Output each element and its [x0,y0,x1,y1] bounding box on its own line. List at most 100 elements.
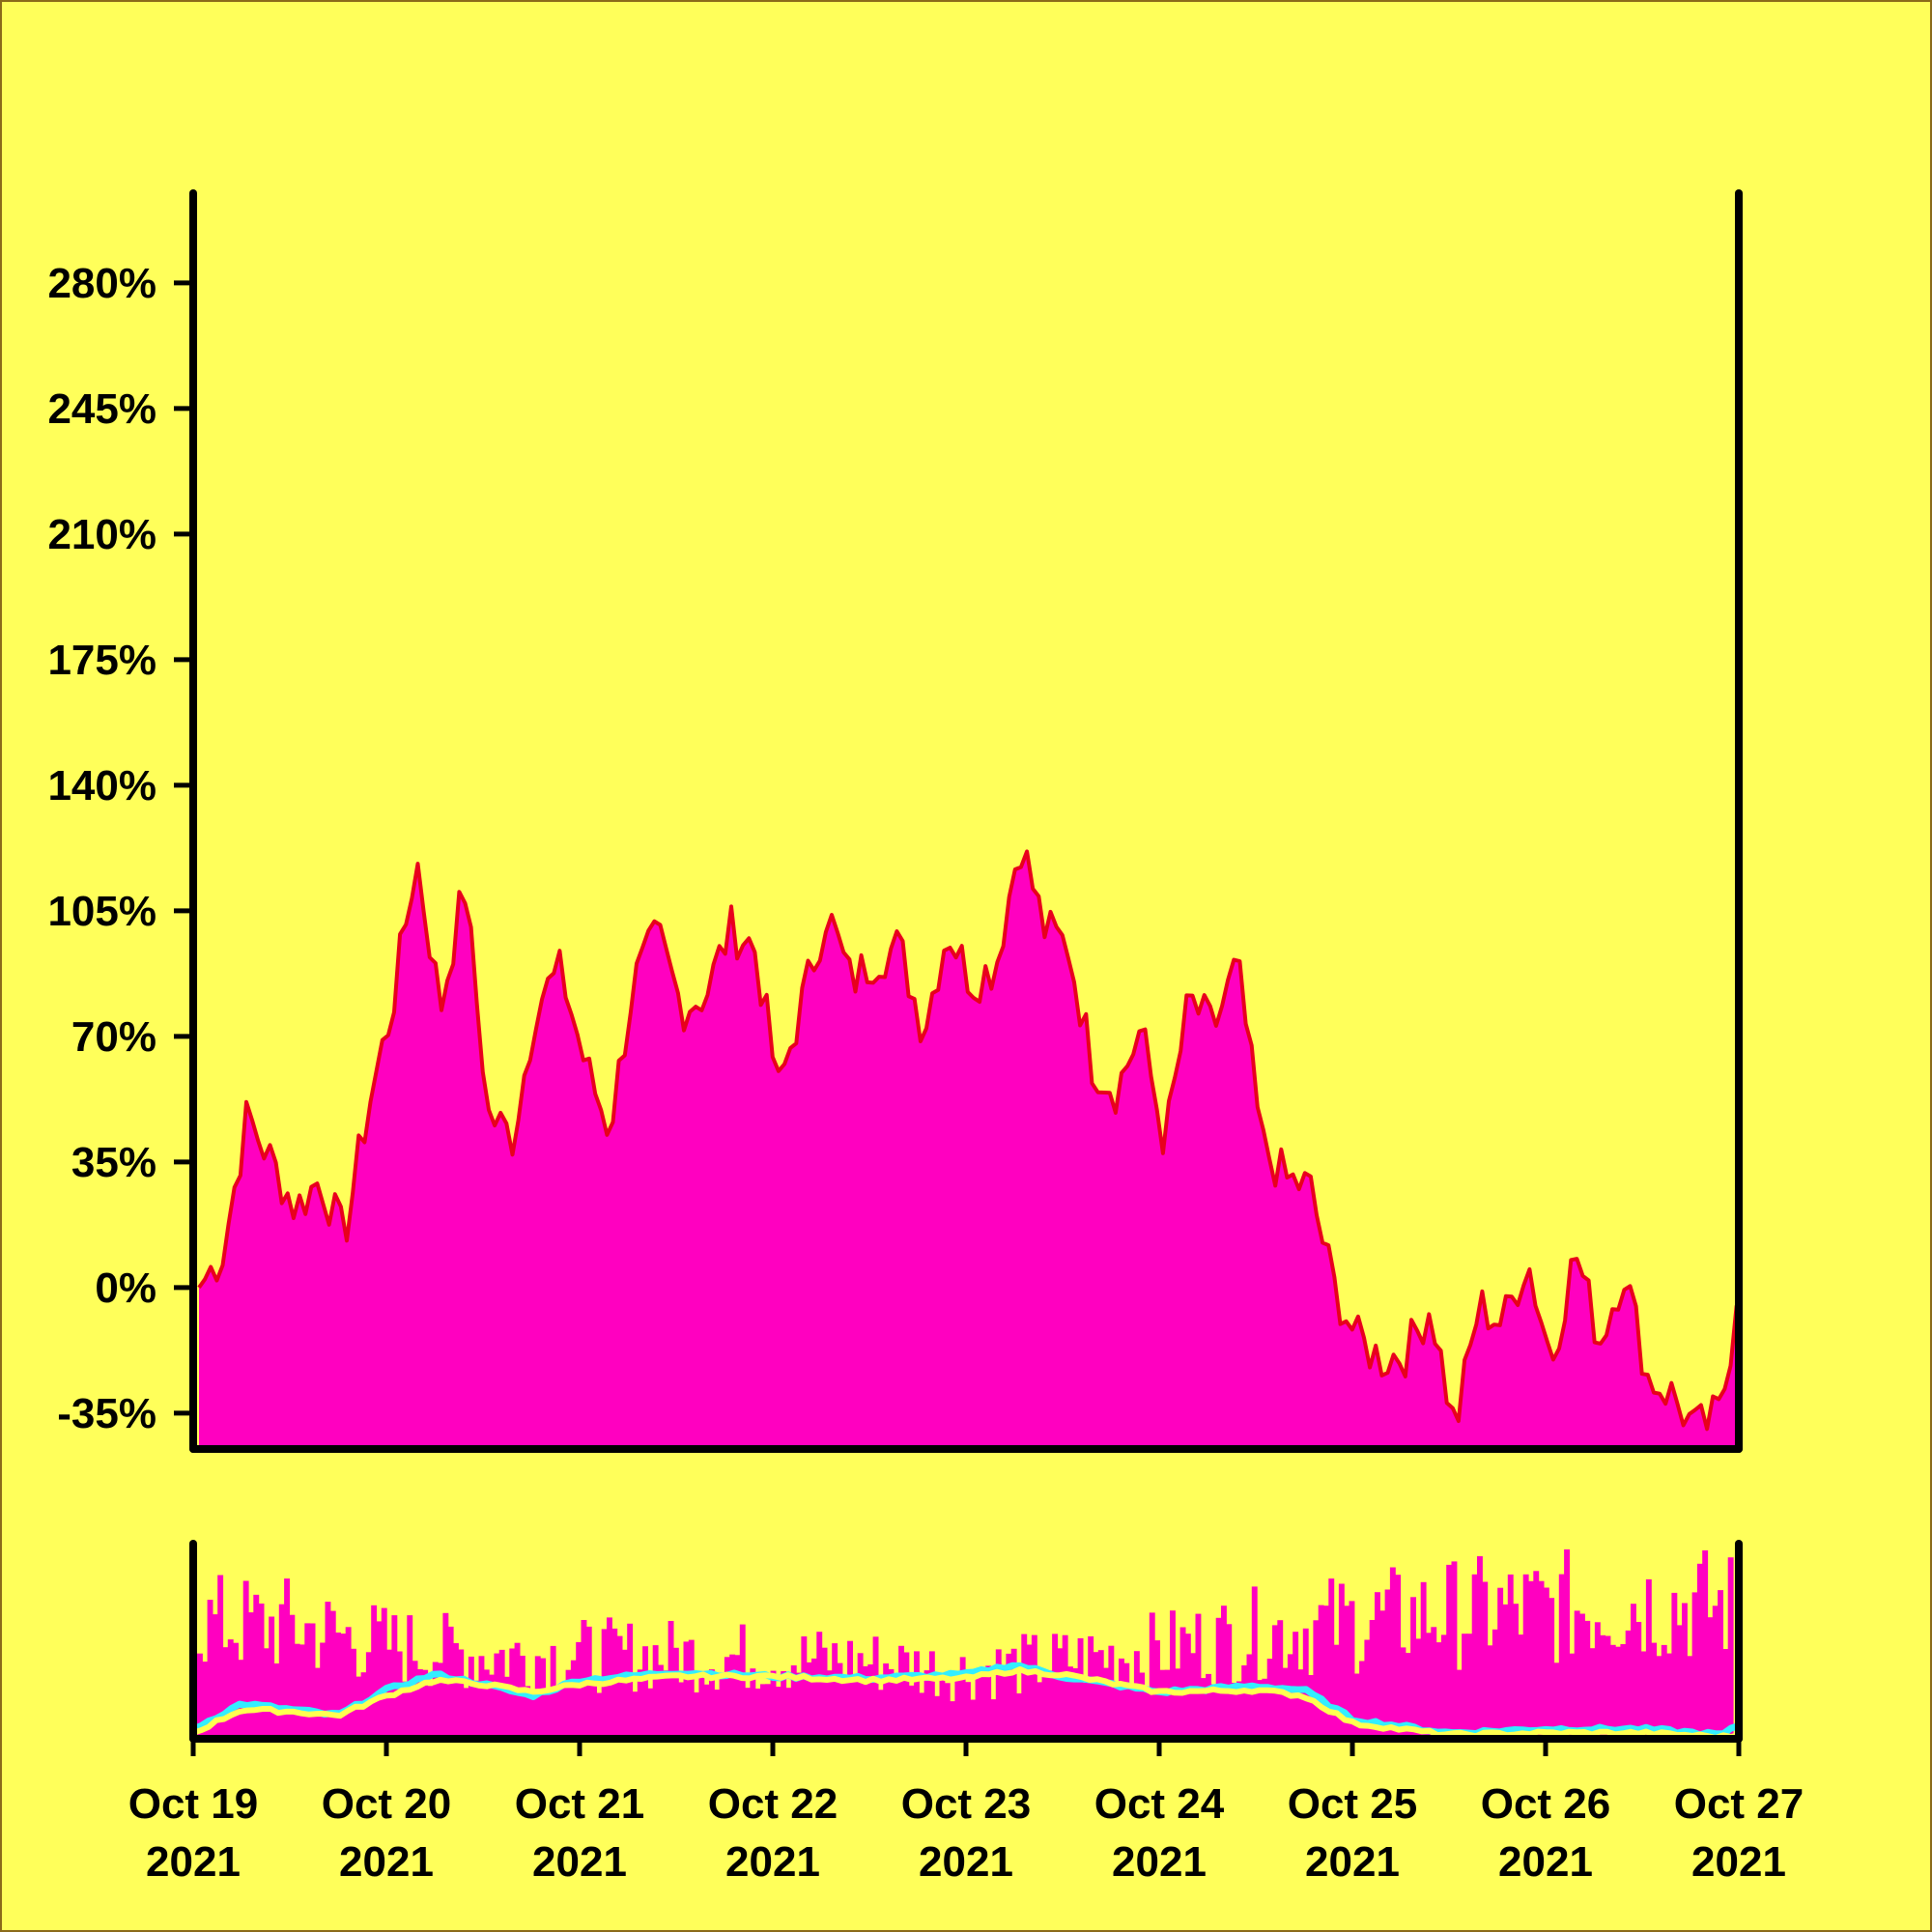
volume-bar [688,1639,695,1739]
volume-bar [745,1688,751,1739]
x-tick-label-date: Oct 24 [1094,1780,1225,1828]
volume-bar [1210,1684,1217,1739]
volume-bar [739,1624,746,1739]
volume-bar [402,1681,408,1739]
volume-bar [1718,1590,1723,1739]
volume-bar [1010,1648,1017,1739]
volume-bar [227,1639,234,1739]
volume-bar [555,1685,561,1739]
volume-bar [1600,1634,1606,1739]
volume-bar [212,1614,218,1739]
y-tick-label: 175% [47,637,156,684]
volume-bar [351,1648,356,1739]
volume-bar [944,1683,951,1739]
volume-bar [801,1636,808,1739]
x-tick-label-date: Oct 25 [1288,1780,1418,1828]
volume-bar [632,1691,639,1739]
price-area-fill [199,851,1737,1449]
x-tick-label-date: Oct 26 [1481,1780,1611,1828]
volume-bar [1257,1680,1263,1739]
volume-bar [1184,1634,1191,1739]
x-tick-label-date: Oct 27 [1674,1780,1804,1828]
x-tick-label-date: Oct 20 [322,1780,452,1828]
x-tick-label-year: 2021 [1305,1838,1400,1886]
volume-bar [1533,1571,1540,1739]
volume-bar [959,1657,966,1739]
volume-bar [1139,1672,1146,1739]
volume-bar [775,1687,781,1739]
volume-bar [826,1670,833,1739]
volume-bar [1353,1673,1360,1739]
x-tick-label-year: 2021 [1691,1838,1786,1886]
volume-bar [698,1675,705,1739]
x-tick-label-year: 2021 [146,1838,241,1886]
volume-bar [1313,1620,1320,1739]
volume-bar [1266,1659,1273,1739]
volume-bar [1046,1670,1053,1739]
volume-bar [1159,1669,1166,1739]
volume-bar [416,1669,423,1739]
volume-bar [1558,1574,1565,1739]
volume-bar [1236,1681,1242,1739]
volume-bar [1323,1605,1329,1739]
volume-bar [1615,1646,1621,1739]
volume-bar [1522,1574,1529,1739]
volume-bar [678,1682,685,1739]
volume-bar [1553,1662,1560,1739]
volume-bar [719,1674,725,1739]
volume-bar [1661,1644,1667,1739]
x-tick-label-date: Oct 23 [901,1780,1032,1828]
y-tick-label: 105% [47,888,156,935]
volume-bar [796,1672,802,1739]
volume-bar [345,1627,352,1739]
volume-bar [1676,1625,1683,1739]
volume-bar [407,1615,413,1739]
volume-bar [841,1678,848,1739]
volume-bar [473,1680,480,1739]
volume-bar [248,1612,254,1739]
volume-bar [811,1658,817,1739]
volume-bar [329,1610,336,1739]
volume-bar [1415,1638,1422,1739]
volume-bar [1359,1661,1365,1739]
volume-bar [1707,1617,1714,1739]
volume-bar [1179,1627,1186,1739]
volume-bar [1133,1651,1140,1739]
volume-bar [1067,1666,1073,1739]
volume-bar [1456,1669,1463,1739]
volume-bar [1584,1620,1591,1739]
volume-bar [222,1647,229,1739]
volume-bar [1727,1557,1734,1739]
volume-bar [1088,1635,1094,1739]
volume-bar [729,1654,736,1739]
volume-bar [1344,1605,1350,1739]
y-tick-label: 280% [47,260,156,307]
volume-bar [253,1594,260,1739]
volume-bar [1093,1652,1099,1739]
volume-bar [1528,1580,1534,1739]
volume-bar [1128,1685,1135,1739]
volume-bar [504,1676,510,1739]
volume-bar [1625,1630,1632,1739]
volume-bar [928,1651,935,1739]
volume-bar [391,1615,398,1739]
volume-bar [525,1686,531,1739]
price-area-chart: -35% 0% 35% 70% 105% 140% 175% 210% 245% 280% [47,189,1743,1453]
volume-bar [1513,1604,1519,1739]
volume-bar [284,1578,290,1739]
volume-bar [888,1669,895,1739]
volume-bar [1221,1605,1227,1739]
y-tick-label: 210% [47,511,156,558]
volume-bar [1277,1620,1284,1739]
volume-bar [1435,1642,1442,1739]
volume-bar [872,1636,879,1739]
volume-bar [1333,1644,1340,1739]
volume-bar [1282,1667,1289,1739]
x-tick-label-year: 2021 [1498,1838,1593,1886]
volume-bar [990,1699,997,1739]
volume-bar [1052,1634,1058,1739]
volume-bar [1144,1690,1151,1739]
volume-bar [1609,1644,1616,1739]
volume-bar [1021,1634,1028,1739]
